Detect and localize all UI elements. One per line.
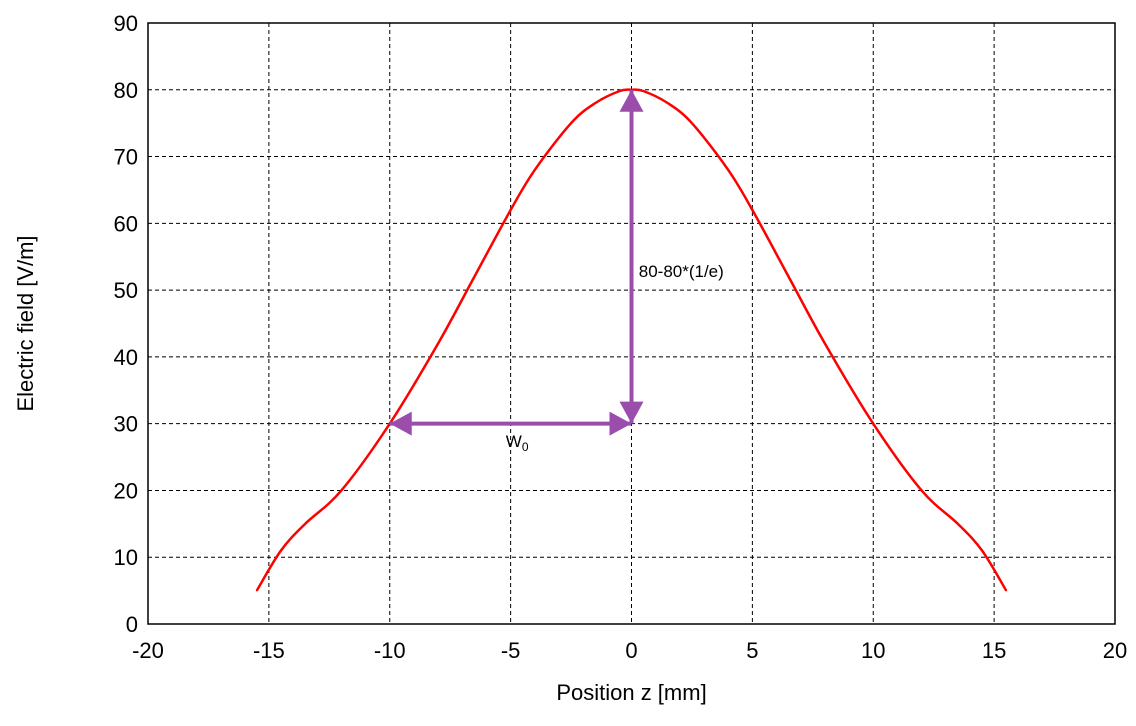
y-tick-label: 50 — [114, 278, 138, 303]
x-tick-label: 0 — [625, 638, 637, 663]
data-point — [255, 589, 258, 592]
annotations: 80-80*(1/e) W0 — [389, 89, 724, 454]
data-point — [691, 122, 693, 124]
y-tick-label: 70 — [114, 145, 138, 170]
x-tick-label: 5 — [746, 638, 758, 663]
data-point — [570, 122, 572, 124]
arrow-head-left — [389, 411, 412, 436]
y-tick-label: 80 — [114, 78, 138, 103]
y-tick-label: 0 — [126, 612, 138, 637]
data-point — [957, 523, 959, 525]
data-point — [666, 102, 669, 104]
x-tick-label: 15 — [982, 638, 1006, 663]
data-point — [1005, 589, 1008, 592]
y-axis-label: Electric field [V/m] — [13, 235, 38, 411]
data-point — [727, 169, 729, 171]
annotation-label-text: 80-80*(1/e) — [639, 262, 724, 281]
x-tick-label: -5 — [501, 638, 521, 663]
arrow-head-up — [619, 89, 644, 112]
data-point — [473, 275, 476, 278]
data-point — [824, 342, 826, 345]
data-point — [642, 90, 645, 92]
y-tick-label: 20 — [114, 478, 138, 503]
x-axis-label: Position z [mm] — [556, 680, 706, 705]
x-tick-label: 10 — [861, 638, 885, 663]
data-point — [594, 102, 597, 104]
arrow-head-down — [619, 401, 644, 424]
y-tick-label: 10 — [114, 545, 138, 570]
data-point — [751, 209, 754, 211]
data-point — [618, 90, 621, 92]
data-point — [340, 489, 343, 492]
y-tick-label: 40 — [114, 345, 138, 370]
data-point — [534, 169, 536, 171]
data-point — [872, 422, 875, 425]
y-tick-label: 90 — [114, 11, 138, 36]
annotation-label-text: W — [506, 432, 522, 451]
data-point — [509, 209, 512, 211]
data-point — [920, 489, 923, 492]
annotation-label-subscript: 0 — [522, 440, 529, 454]
x-tick-label: -10 — [374, 638, 406, 663]
x-tick-label: -15 — [253, 638, 285, 663]
x-tick-label: 20 — [1103, 638, 1127, 663]
annotation-label-0: 80-80*(1/e) — [639, 262, 724, 281]
y-tick-label: 60 — [114, 211, 138, 236]
data-point — [981, 549, 983, 552]
tick-labels: -20 -15 -10 -5 0 5 10 15 20 0 10 20 30 40 50 60 70 80 90 — [114, 11, 1128, 663]
plot-frame — [147, 22, 1116, 625]
y-tick-label: 30 — [114, 412, 138, 437]
data-point — [787, 275, 790, 278]
data-point — [304, 523, 306, 525]
annotation-label-1: W0 — [506, 432, 529, 454]
arrow-head-right — [609, 411, 632, 436]
data-point — [280, 549, 282, 552]
data-point — [437, 342, 439, 345]
x-tick-label: -20 — [132, 638, 164, 663]
